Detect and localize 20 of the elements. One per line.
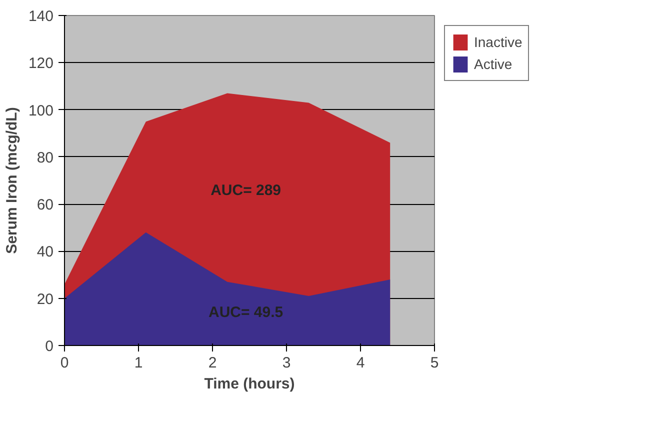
y-tick-label: 100 bbox=[28, 102, 54, 120]
x-tick-label: 2 bbox=[208, 354, 217, 372]
y-tick-label: 140 bbox=[28, 8, 54, 25]
x-tick-label: 1 bbox=[134, 354, 143, 372]
x-tick-label: 5 bbox=[430, 354, 439, 372]
x-axis-title: Time (hours) bbox=[204, 376, 295, 392]
legend-label: Active bbox=[474, 56, 512, 72]
x-tick-label: 3 bbox=[282, 354, 291, 372]
y-tick-label: 120 bbox=[28, 55, 54, 72]
y-tick-label: 60 bbox=[36, 196, 54, 214]
legend-label: Inactive bbox=[474, 34, 522, 50]
x-tick-label: 4 bbox=[356, 354, 365, 372]
y-axis-title: Serum Iron (mcg/dL) bbox=[3, 107, 20, 254]
annotation: AUC= 289 bbox=[210, 182, 282, 199]
x-tick-label: 0 bbox=[60, 354, 69, 372]
annotation: AUC= 49.5 bbox=[208, 304, 284, 321]
y-tick-label: 80 bbox=[36, 149, 54, 166]
y-tick-label: 0 bbox=[45, 338, 54, 355]
y-tick-label: 20 bbox=[36, 290, 54, 308]
y-tick-label: 40 bbox=[36, 244, 54, 261]
